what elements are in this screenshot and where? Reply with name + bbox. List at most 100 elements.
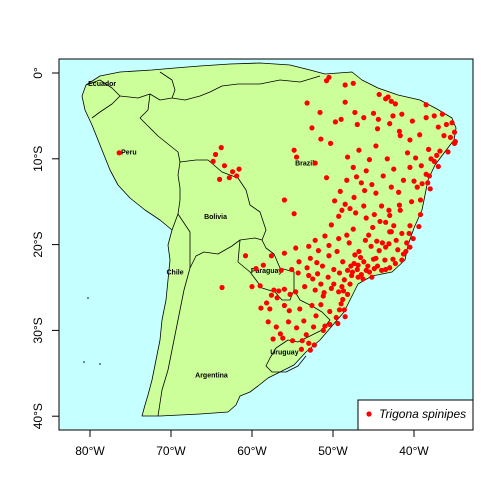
occurrence-point bbox=[334, 248, 340, 255]
occurrence-point bbox=[336, 289, 342, 295]
occurrence-point bbox=[310, 276, 316, 282]
occurrence-points bbox=[116, 74, 458, 353]
occurrence-point bbox=[373, 190, 379, 196]
occurrence-point bbox=[314, 260, 320, 266]
occurrence-point bbox=[234, 173, 240, 179]
occurrence-point bbox=[437, 148, 443, 154]
occurrence-point bbox=[242, 253, 249, 259]
occurrence-point bbox=[374, 126, 381, 132]
occurrence-point bbox=[369, 181, 375, 188]
occurrence-point bbox=[289, 266, 295, 273]
occurrence-point bbox=[116, 150, 122, 156]
border-peru-bolivia bbox=[171, 161, 181, 231]
occurrence-point bbox=[377, 218, 383, 225]
occurrence-point bbox=[404, 240, 410, 246]
occurrence-point bbox=[451, 129, 458, 135]
occurrence-point bbox=[322, 233, 328, 239]
occurrence-point bbox=[293, 154, 300, 160]
occurrence-point bbox=[217, 176, 223, 182]
occurrence-point bbox=[400, 251, 407, 257]
border-bolivia-brazil bbox=[179, 159, 267, 241]
occurrence-point bbox=[366, 232, 372, 238]
occurrence-point bbox=[360, 276, 366, 282]
occurrence-point bbox=[434, 152, 440, 158]
occurrence-point bbox=[267, 306, 273, 312]
x-tick-label: 70°W bbox=[156, 444, 186, 458]
occurrence-point bbox=[383, 266, 389, 273]
occurrence-point bbox=[344, 154, 351, 160]
occurrence-point bbox=[310, 324, 317, 330]
occurrence-point bbox=[408, 199, 415, 205]
occurrence-point bbox=[361, 187, 368, 194]
occurrence-point bbox=[393, 237, 399, 243]
occurrence-point bbox=[406, 230, 412, 237]
occurrence-point bbox=[289, 338, 296, 344]
occurrence-point bbox=[249, 284, 255, 290]
occurrence-point bbox=[366, 157, 373, 163]
occurrence-point bbox=[260, 262, 266, 268]
occurrence-point bbox=[331, 266, 337, 273]
occurrence-point bbox=[344, 232, 350, 238]
country-label-peru: Peru bbox=[121, 150, 137, 157]
occurrence-point bbox=[319, 263, 326, 269]
occurrence-point bbox=[340, 288, 347, 294]
y-tick-label: 10°S bbox=[31, 146, 45, 172]
occurrence-point bbox=[281, 286, 287, 292]
occurrence-point bbox=[399, 230, 405, 237]
occurrence-point bbox=[338, 301, 344, 307]
occurrence-point bbox=[326, 253, 332, 259]
occurrence-point bbox=[416, 223, 422, 230]
occurrence-point bbox=[210, 158, 216, 164]
occurrence-point bbox=[332, 198, 338, 204]
occurrence-point bbox=[336, 270, 343, 276]
occurrence-point bbox=[387, 121, 393, 127]
occurrence-point bbox=[361, 203, 367, 209]
occurrence-point bbox=[373, 143, 379, 149]
occurrence-point bbox=[346, 240, 352, 246]
occurrence-point bbox=[443, 121, 449, 128]
occurrence-point bbox=[323, 78, 330, 84]
occurrence-point bbox=[304, 100, 310, 106]
occurrence-point bbox=[318, 281, 324, 287]
occurrence-point bbox=[368, 243, 374, 249]
country-label-paraguay: Paraguay bbox=[251, 268, 283, 275]
occurrence-point bbox=[304, 265, 310, 271]
occurrence-point bbox=[280, 335, 286, 341]
occurrence-point bbox=[411, 178, 417, 184]
occurrence-point bbox=[306, 340, 312, 346]
occurrence-point bbox=[328, 222, 334, 228]
occurrence-point bbox=[285, 319, 292, 325]
occurrence-point bbox=[435, 124, 441, 130]
occurrence-point bbox=[407, 244, 413, 250]
occurrence-point bbox=[298, 346, 305, 352]
occurrence-point bbox=[352, 109, 358, 116]
occurrence-point bbox=[414, 184, 420, 190]
occurrence-point bbox=[409, 118, 415, 124]
occurrence-point bbox=[427, 186, 433, 192]
occurrence-point bbox=[384, 156, 390, 162]
occurrence-point bbox=[387, 212, 393, 219]
occurrence-point bbox=[297, 306, 303, 312]
occurrence-point bbox=[219, 284, 225, 291]
y-axis: 0° 10°S 20°S 30°S 40°S bbox=[31, 67, 60, 429]
occurrence-point bbox=[407, 137, 413, 143]
occurrence-point bbox=[258, 305, 264, 311]
occurrence-point bbox=[363, 215, 369, 221]
country-labels: Ecuador Peru Brazil Bolivia Chile Paraguay Uru… bbox=[88, 81, 314, 380]
border-paraguay bbox=[237, 239, 295, 301]
occurrence-point bbox=[342, 314, 348, 320]
occurrence-point bbox=[340, 259, 346, 265]
occurrence-point bbox=[357, 254, 364, 261]
occurrence-point bbox=[425, 146, 432, 152]
occurrence-point bbox=[380, 173, 386, 179]
island-dot bbox=[83, 361, 85, 363]
occurrence-point bbox=[339, 284, 345, 290]
occurrence-point bbox=[385, 94, 391, 100]
occurrence-point bbox=[407, 223, 413, 229]
occurrence-point bbox=[407, 164, 413, 170]
occurrence-point bbox=[271, 287, 277, 293]
occurrence-point bbox=[354, 121, 360, 128]
occurrence-point bbox=[306, 243, 312, 249]
occurrence-point bbox=[291, 147, 297, 153]
occurrence-point bbox=[395, 247, 401, 253]
